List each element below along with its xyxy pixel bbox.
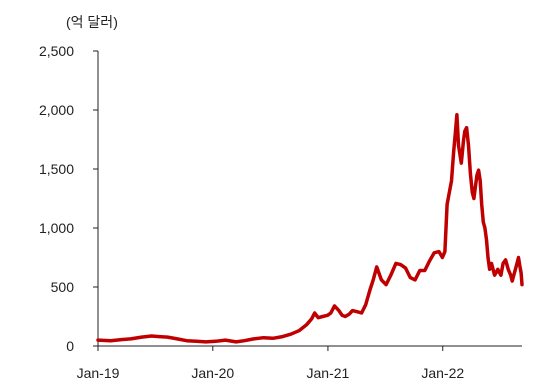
series-line	[96, 112, 524, 344]
x-tick-label: Jan-19	[77, 365, 120, 381]
x-tick-label: Jan-20	[191, 365, 234, 381]
y-tick-label: 0	[66, 338, 74, 354]
x-tick-label: Jan-22	[421, 365, 464, 381]
chart-series	[96, 112, 524, 344]
y-tick-label: 2,000	[39, 102, 74, 118]
y-tick-label: 2,500	[39, 43, 74, 59]
y-tick-label: 1,000	[39, 220, 74, 236]
x-axis-ticks: Jan-19 Jan-20 Jan-21 Jan-22	[77, 346, 464, 381]
y-axis-unit-label: (억 달러)	[66, 14, 118, 30]
y-axis-ticks: 0 500 1,000 1,500 2,000 2,500	[39, 43, 98, 354]
y-tick-label: 500	[51, 279, 75, 295]
x-tick-label: Jan-21	[307, 365, 350, 381]
chart-axes	[97, 51, 522, 347]
y-tick-label: 1,500	[39, 161, 74, 177]
